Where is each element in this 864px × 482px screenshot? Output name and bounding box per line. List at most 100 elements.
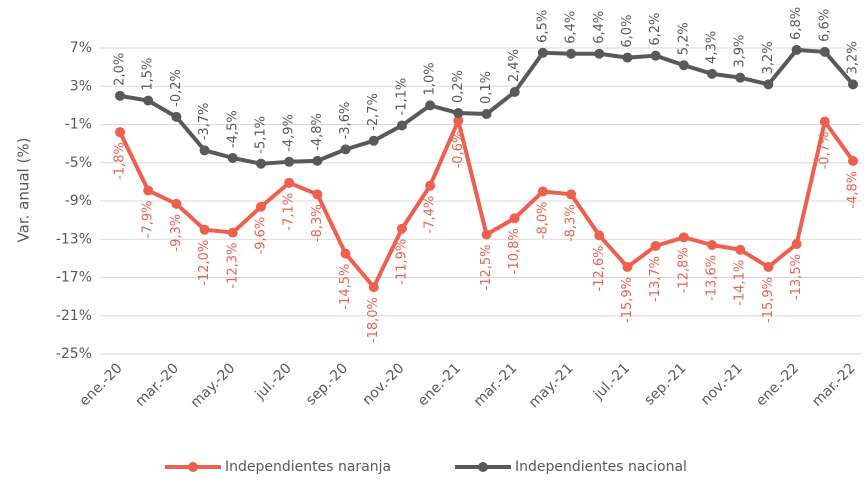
data-label: -1,8% <box>113 142 128 180</box>
data-label: -15,9% <box>620 277 635 323</box>
data-label: 6,0% <box>620 15 635 48</box>
data-label: -3,6% <box>338 102 353 140</box>
data-label: -15,9% <box>761 277 776 323</box>
point <box>368 282 379 293</box>
data-label: -7,1% <box>282 193 297 231</box>
data-label: -13,7% <box>648 256 663 302</box>
point <box>340 248 351 259</box>
point <box>622 52 633 63</box>
point <box>735 72 746 83</box>
x-tick-label: may.-21 <box>526 360 577 411</box>
y-tick-label: -17% <box>56 270 92 286</box>
point <box>312 189 323 200</box>
point <box>819 116 830 127</box>
legend-marker <box>188 462 198 472</box>
point <box>678 60 689 71</box>
data-label: -13,5% <box>789 254 804 300</box>
data-label: 0,1% <box>479 71 494 104</box>
point <box>284 156 295 167</box>
data-label: -8,0% <box>535 201 550 239</box>
point <box>594 230 605 241</box>
point <box>425 180 436 191</box>
data-label: -2,7% <box>366 93 381 131</box>
point <box>707 239 718 250</box>
data-label: -0,2% <box>169 69 184 107</box>
x-tick-label: sep.-20 <box>303 360 351 408</box>
data-label: -12,5% <box>479 244 494 290</box>
y-axis-title: Var. anual (%) <box>15 138 33 243</box>
data-label: -1,1% <box>394 78 409 116</box>
data-label: 1,5% <box>141 58 156 91</box>
data-label: 6,6% <box>817 9 832 42</box>
point <box>340 144 351 155</box>
point <box>650 240 661 251</box>
point <box>678 232 689 243</box>
y-tick-label: -25% <box>56 346 92 362</box>
point <box>566 189 577 200</box>
data-label: -12,3% <box>225 243 240 289</box>
data-label: 0,2% <box>451 70 466 103</box>
legend-marker <box>478 462 488 472</box>
data-label: -3,7% <box>197 103 212 141</box>
point <box>622 261 633 272</box>
point <box>171 198 182 209</box>
data-label: -5,1% <box>253 116 268 154</box>
data-label: -0,7% <box>817 132 832 170</box>
point <box>848 79 858 90</box>
point <box>791 44 802 55</box>
legend-label: Independientes nacional <box>515 459 687 475</box>
data-label: -12,8% <box>676 247 691 293</box>
x-tick-label: mar.-22 <box>809 360 859 410</box>
data-label: 6,4% <box>592 11 607 44</box>
point <box>199 224 210 235</box>
data-label: -4,5% <box>225 110 240 148</box>
point <box>481 229 492 240</box>
data-label: 2,0% <box>113 53 128 86</box>
x-tick-label: mar.-20 <box>133 360 183 410</box>
x-tick-label: nov.-21 <box>698 360 746 408</box>
y-tick-label: -5% <box>65 155 92 171</box>
point <box>396 223 407 234</box>
data-label: -12,6% <box>592 245 607 291</box>
point <box>255 201 266 212</box>
point <box>509 87 520 98</box>
point <box>735 244 746 255</box>
point <box>791 239 802 250</box>
y-tick-label: -9% <box>65 193 92 209</box>
point <box>509 213 520 224</box>
point <box>199 145 210 156</box>
data-label: -4,8% <box>310 113 325 151</box>
data-label: 1,0% <box>423 62 438 95</box>
data-label: 2,4% <box>507 49 522 82</box>
data-label: -7,4% <box>423 196 438 234</box>
point <box>707 68 718 79</box>
legend-label: Independientes naranja <box>225 459 391 475</box>
data-label: 6,2% <box>648 13 663 46</box>
data-label: -14,1% <box>733 260 748 306</box>
data-label: -9,6% <box>253 217 268 255</box>
x-tick-label: jul.-20 <box>252 360 295 403</box>
data-label: -18,0% <box>366 297 381 343</box>
point <box>763 261 774 272</box>
data-label: -8,3% <box>310 204 325 242</box>
point <box>396 120 407 131</box>
point <box>848 155 858 166</box>
y-tick-label: 7% <box>70 40 92 56</box>
point <box>481 108 492 119</box>
point <box>255 158 266 169</box>
point <box>227 152 238 163</box>
data-label: -13,6% <box>705 255 720 301</box>
data-label: -4,8% <box>846 171 861 209</box>
point <box>143 95 154 106</box>
data-label: -0,6% <box>451 131 466 169</box>
point <box>763 79 774 90</box>
point <box>566 48 577 59</box>
point <box>537 47 548 58</box>
data-label: -9,3% <box>169 214 184 252</box>
data-label: -14,5% <box>338 264 353 310</box>
point <box>453 115 464 126</box>
data-label: 5,2% <box>676 22 691 55</box>
data-label: -4,9% <box>282 114 297 152</box>
y-tick-label: -13% <box>56 231 92 247</box>
